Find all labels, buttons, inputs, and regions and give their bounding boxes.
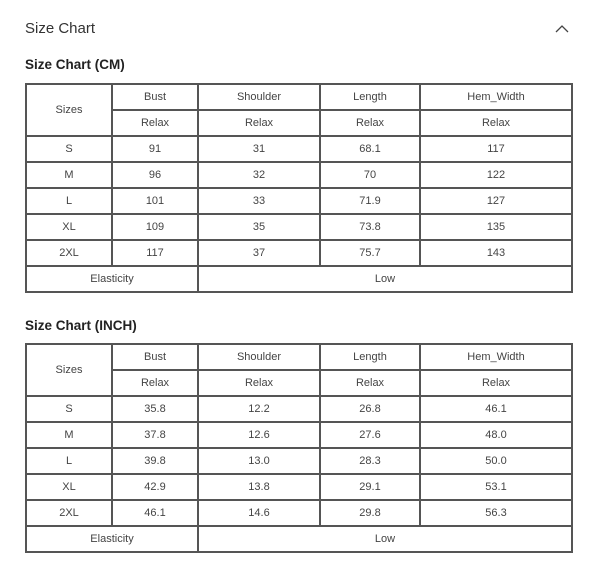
value-cell: 39.8: [111, 447, 199, 475]
size-cell: M: [25, 421, 113, 449]
value-cell: 48.0: [419, 421, 573, 449]
value-cell: 31: [197, 135, 321, 163]
value-cell: 28.3: [319, 447, 421, 475]
value-cell: 71.9: [319, 187, 421, 215]
header-row: Sizes Bust Shoulder Length Hem_Width: [25, 83, 573, 137]
table-row: L 39.8 13.0 28.3 50.0: [25, 447, 573, 475]
elasticity-value: Low: [197, 265, 573, 293]
value-cell: 127: [419, 187, 573, 215]
elasticity-row: Elasticity Low: [25, 525, 573, 553]
value-cell: 42.9: [111, 473, 199, 501]
value-cell: 75.7: [319, 239, 421, 267]
value-cell: 35: [197, 213, 321, 241]
size-cell: 2XL: [25, 239, 113, 267]
fit-cell: Relax: [319, 109, 421, 137]
value-cell: 12.6: [197, 421, 321, 449]
value-cell: 32: [197, 161, 321, 189]
size-cell: L: [25, 187, 113, 215]
elasticity-value: Low: [197, 525, 573, 553]
value-cell: 91: [111, 135, 199, 163]
table-row: L 101 33 71.9 127: [25, 187, 573, 215]
table-title-inch: Size Chart (INCH): [25, 318, 137, 333]
size-cell: 2XL: [25, 499, 113, 527]
column-header: Length: [319, 83, 421, 111]
column-header: Bust: [111, 83, 199, 111]
value-cell: 14.6: [197, 499, 321, 527]
value-cell: 50.0: [419, 447, 573, 475]
value-cell: 73.8: [319, 213, 421, 241]
value-cell: 56.3: [419, 499, 573, 527]
elasticity-label: Elasticity: [25, 265, 199, 293]
value-cell: 143: [419, 239, 573, 267]
value-cell: 117: [419, 135, 573, 163]
column-header: Shoulder: [197, 343, 321, 371]
column-header: Hem_Width: [419, 343, 573, 371]
value-cell: 46.1: [111, 499, 199, 527]
elasticity-row: Elasticity Low: [25, 265, 573, 293]
column-header: Length: [319, 343, 421, 371]
value-cell: 46.1: [419, 395, 573, 423]
fit-cell: Relax: [419, 369, 573, 397]
fit-cell: Relax: [419, 109, 573, 137]
sizes-header: Sizes: [25, 83, 113, 137]
value-cell: 29.1: [319, 473, 421, 501]
fit-row: Relax Relax Relax Relax: [26, 109, 573, 137]
table-title-cm: Size Chart (CM): [25, 57, 125, 72]
value-cell: 37.8: [111, 421, 199, 449]
table-row: M 96 32 70 122: [25, 161, 573, 189]
size-cell: XL: [25, 213, 113, 241]
value-cell: 96: [111, 161, 199, 189]
value-cell: 101: [111, 187, 199, 215]
value-cell: 35.8: [111, 395, 199, 423]
table-row: S 91 31 68.1 117: [25, 135, 573, 163]
value-cell: 29.8: [319, 499, 421, 527]
size-table-inch: Sizes Bust Shoulder Length Hem_Width Relax Rel…: [25, 343, 573, 553]
fit-row: Relax Relax Relax Relax: [26, 369, 573, 397]
value-cell: 13.0: [197, 447, 321, 475]
section-title: Size Chart: [25, 20, 96, 37]
size-cell: S: [25, 395, 113, 423]
table-row: S 35.8 12.2 26.8 46.1: [25, 395, 573, 423]
value-cell: 33: [197, 187, 321, 215]
table-row: 2XL 46.1 14.6 29.8 56.3: [25, 499, 573, 527]
fit-cell: Relax: [319, 369, 421, 397]
header-row: Sizes Bust Shoulder Length Hem_Width: [25, 343, 573, 397]
column-header: Shoulder: [197, 83, 321, 111]
value-cell: 70: [319, 161, 421, 189]
size-cell: M: [25, 161, 113, 189]
size-cell: L: [25, 447, 113, 475]
table-row: XL 109 35 73.8 135: [25, 213, 573, 241]
size-cell: S: [25, 135, 113, 163]
size-table-cm: Sizes Bust Shoulder Length Hem_Width Relax Rel…: [25, 83, 573, 293]
value-cell: 135: [419, 213, 573, 241]
value-cell: 13.8: [197, 473, 321, 501]
value-cell: 53.1: [419, 473, 573, 501]
table-row: XL 42.9 13.8 29.1 53.1: [25, 473, 573, 501]
sizes-header: Sizes: [25, 343, 113, 397]
table-row: M 37.8 12.6 27.6 48.0: [25, 421, 573, 449]
value-cell: 109: [111, 213, 199, 241]
value-cell: 26.8: [319, 395, 421, 423]
size-cell: XL: [25, 473, 113, 501]
chevron-up-icon[interactable]: [555, 24, 569, 34]
fit-cell: Relax: [111, 369, 199, 397]
fit-cell: Relax: [111, 109, 199, 137]
value-cell: 117: [111, 239, 199, 267]
value-cell: 27.6: [319, 421, 421, 449]
fit-cell: Relax: [197, 369, 321, 397]
column-header: Hem_Width: [419, 83, 573, 111]
column-header: Bust: [111, 343, 199, 371]
value-cell: 122: [419, 161, 573, 189]
value-cell: 12.2: [197, 395, 321, 423]
fit-cell: Relax: [197, 109, 321, 137]
value-cell: 68.1: [319, 135, 421, 163]
elasticity-label: Elasticity: [25, 525, 199, 553]
table-row: 2XL 117 37 75.7 143: [25, 239, 573, 267]
value-cell: 37: [197, 239, 321, 267]
